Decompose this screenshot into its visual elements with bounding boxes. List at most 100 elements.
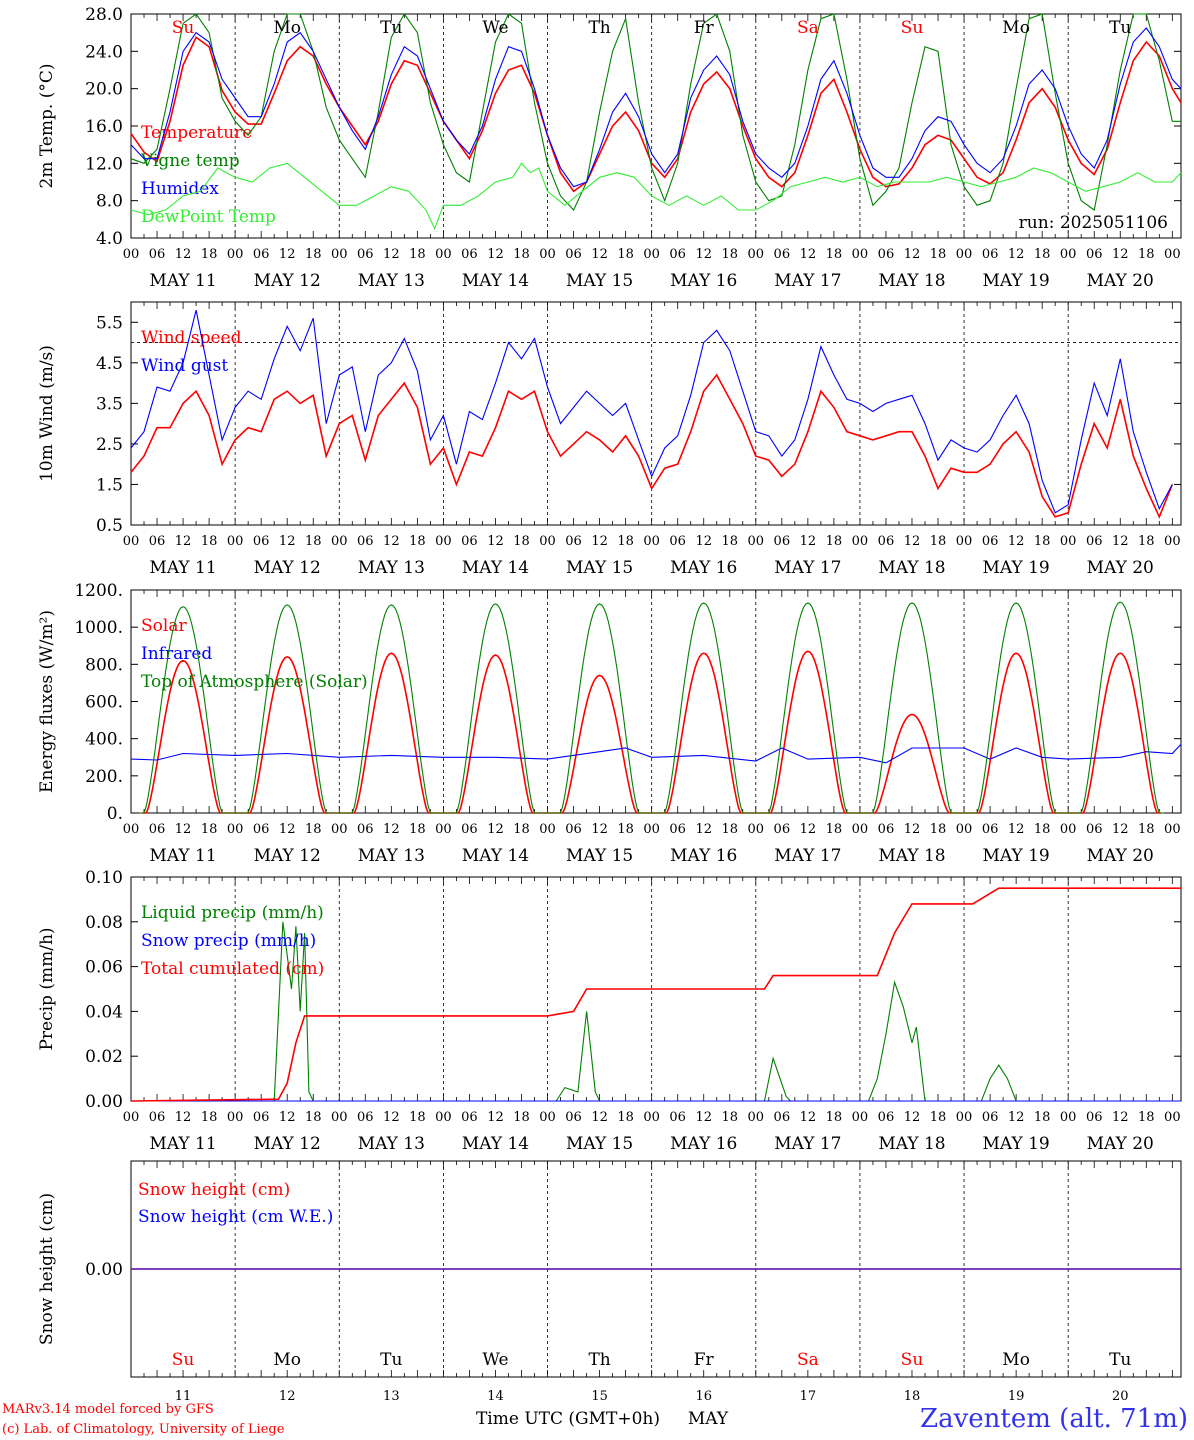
legend-entry: Snow precip (mm/h) [141, 931, 316, 951]
hour-tick-label: 18 [513, 534, 530, 549]
hour-tick-label: 12 [800, 1110, 817, 1125]
y-tick-label: 600. [85, 693, 123, 713]
hour-tick-label: 00 [1164, 822, 1181, 837]
hour-tick-label: 00 [123, 247, 140, 262]
day-number: 18 [904, 1389, 921, 1404]
y-tick-label: 200. [85, 767, 123, 787]
hour-tick-label: 18 [617, 247, 634, 262]
legend-entry: DewPoint Temp [141, 207, 276, 227]
date-label: MAY 17 [774, 1134, 841, 1154]
hour-tick-label: 12 [904, 1110, 921, 1125]
hour-tick-label: 00 [1060, 822, 1077, 837]
date-label: MAY 15 [566, 1134, 633, 1154]
month-label: MAY [688, 1409, 729, 1429]
weekday-label: Th [588, 1350, 610, 1370]
hour-tick-label: 18 [409, 534, 426, 549]
hour-tick-label: 00 [435, 1110, 452, 1125]
date-label: MAY 19 [982, 558, 1049, 578]
day-number: 20 [1112, 1389, 1129, 1404]
hour-tick-label: 06 [982, 822, 999, 837]
weekday-label: Mo [273, 18, 301, 38]
hour-tick-label: 00 [956, 247, 973, 262]
hour-tick-label: 06 [149, 822, 166, 837]
hour-tick-label: 18 [201, 247, 218, 262]
date-label: MAY 20 [1087, 558, 1154, 578]
hour-tick-label: 06 [669, 534, 686, 549]
date-label: MAY 20 [1087, 846, 1154, 866]
date-label: MAY 19 [982, 846, 1049, 866]
hour-tick-label: 06 [253, 534, 270, 549]
weekday-label: Tu [1109, 18, 1131, 38]
hour-tick-label: 18 [513, 1110, 530, 1125]
date-label: MAY 15 [566, 271, 633, 291]
date-label: MAY 18 [878, 1134, 945, 1154]
hour-tick-label: 06 [253, 822, 270, 837]
y-tick-label: 1.5 [96, 475, 123, 495]
hour-tick-label: 18 [930, 1110, 947, 1125]
panel-2: 0.5 1.5 2.5 3.5 4.5 5.5 10m Wind (m/s) Wind spe… [37, 301, 1182, 578]
hour-tick-label: 00 [852, 1110, 869, 1125]
model-credit: MARv3.14 model forced by GFS [2, 1402, 214, 1417]
y-axis-label: Precip (mm/h) [37, 927, 57, 1050]
hour-tick-label: 18 [826, 822, 843, 837]
hour-tick-label: 00 [1164, 1110, 1181, 1125]
hour-tick-label: 00 [331, 1110, 348, 1125]
legend-entry: Solar [141, 616, 187, 636]
hour-tick-label: 06 [253, 247, 270, 262]
weekday-label: Th [588, 18, 610, 38]
date-label: MAY 17 [774, 271, 841, 291]
hour-tick-label: 00 [748, 1110, 765, 1125]
y-tick-label: 12.0 [85, 154, 123, 174]
weekday-label: Fr [694, 1350, 715, 1370]
hour-tick-label: 18 [409, 247, 426, 262]
hour-tick-label: 18 [617, 1110, 634, 1125]
hour-tick-label: 12 [487, 1110, 504, 1125]
y-tick-label: 4.5 [96, 354, 123, 374]
hour-tick-label: 18 [201, 534, 218, 549]
hour-tick-label: 12 [591, 1110, 608, 1125]
legend-entry: Temperature [141, 123, 252, 143]
day-number: 19 [1008, 1389, 1025, 1404]
y-tick-label: 20.0 [85, 80, 123, 100]
legend-entry: Humidex [141, 179, 219, 199]
weekday-label: Tu [380, 18, 402, 38]
hour-tick-label: 00 [435, 247, 452, 262]
y-tick-label: 800. [85, 655, 123, 675]
hour-tick-label: 18 [1138, 247, 1155, 262]
weekday-label: Su [901, 18, 924, 38]
hour-tick-label: 12 [800, 822, 817, 837]
day-number: 14 [487, 1389, 504, 1404]
series-line [130, 743, 1182, 764]
hour-tick-label: 18 [513, 822, 530, 837]
hour-tick-label: 12 [695, 534, 712, 549]
hour-tick-label: 00 [539, 247, 556, 262]
hour-tick-label: 18 [1034, 1110, 1051, 1125]
hour-tick-label: 18 [617, 534, 634, 549]
date-label: MAY 11 [149, 271, 216, 291]
hour-tick-label: 12 [175, 534, 192, 549]
hour-tick-label: 06 [878, 1110, 895, 1125]
hour-tick-label: 18 [201, 822, 218, 837]
series-line [130, 373, 1174, 519]
hour-tick-label: 06 [461, 822, 478, 837]
y-tick-label: 0.06 [85, 958, 123, 978]
hour-tick-label: 06 [774, 247, 791, 262]
hour-tick-label: 00 [643, 822, 660, 837]
plot-frame [130, 589, 1182, 814]
hour-tick-label: 12 [1008, 822, 1025, 837]
y-tick-label: 16.0 [85, 117, 123, 137]
hour-tick-label: 12 [904, 822, 921, 837]
hour-tick-label: 06 [565, 1110, 582, 1125]
hour-tick-label: 12 [1112, 822, 1129, 837]
hour-tick-label: 00 [331, 822, 348, 837]
hour-tick-label: 00 [748, 822, 765, 837]
weekday-label: Tu [1109, 1350, 1131, 1370]
hour-tick-label: 18 [826, 534, 843, 549]
hour-tick-label: 18 [305, 822, 322, 837]
hour-tick-label: 18 [930, 822, 947, 837]
hour-tick-label: 12 [279, 534, 296, 549]
hour-tick-label: 00 [331, 534, 348, 549]
hour-tick-label: 06 [1086, 822, 1103, 837]
hour-tick-label: 06 [461, 247, 478, 262]
weekday-label: Sa [797, 18, 819, 38]
